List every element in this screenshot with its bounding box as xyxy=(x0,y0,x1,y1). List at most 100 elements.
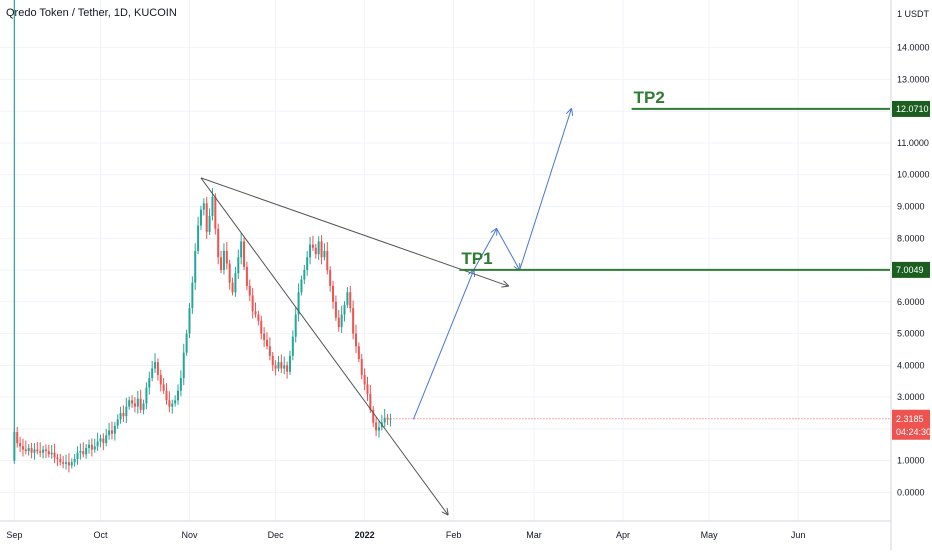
candle xyxy=(357,346,360,359)
candle xyxy=(334,301,337,318)
candle xyxy=(343,304,346,315)
candle xyxy=(93,446,96,450)
candle xyxy=(56,457,59,460)
grid xyxy=(0,0,890,521)
tp-label: TP2 xyxy=(634,88,665,107)
candle xyxy=(231,282,234,293)
candle xyxy=(59,459,62,463)
countdown-text: 04:24:30 xyxy=(896,427,931,437)
candle xyxy=(76,452,79,460)
candle xyxy=(70,462,73,466)
candle xyxy=(366,384,369,394)
candle xyxy=(288,355,291,372)
candle xyxy=(354,333,358,347)
candle xyxy=(176,390,180,401)
projection-segment xyxy=(519,109,572,271)
candle xyxy=(349,292,352,309)
current-price-text: 2.3185 xyxy=(896,414,924,424)
candle xyxy=(369,393,372,410)
candle xyxy=(108,430,111,436)
candle xyxy=(199,209,202,226)
tp-price-badge-text: 12.0710 xyxy=(896,104,929,114)
candle xyxy=(99,438,102,442)
candle xyxy=(248,285,251,296)
candle xyxy=(245,266,248,286)
y-tick-label: 3.0000 xyxy=(897,392,925,402)
y-tick-label: 10.0000 xyxy=(897,170,930,180)
candle xyxy=(360,358,363,375)
trendline xyxy=(200,177,448,515)
candle xyxy=(237,257,240,274)
candle xyxy=(197,225,200,251)
candle xyxy=(87,444,91,448)
candle xyxy=(96,441,99,447)
x-tick-label: Oct xyxy=(93,530,108,540)
candle xyxy=(277,362,280,369)
candle xyxy=(50,452,53,455)
candle xyxy=(65,462,68,464)
trendline xyxy=(200,177,508,286)
candle xyxy=(323,250,326,258)
x-tick-label: Sep xyxy=(6,530,22,540)
candle xyxy=(36,449,39,452)
candle xyxy=(85,447,88,455)
candle xyxy=(240,241,243,258)
candle xyxy=(375,422,378,431)
candle xyxy=(377,427,380,431)
candle xyxy=(44,449,47,452)
candle xyxy=(165,390,168,401)
candle xyxy=(251,295,254,312)
candle xyxy=(110,430,113,434)
candle xyxy=(113,425,116,434)
candle xyxy=(274,365,277,369)
candle xyxy=(154,362,157,369)
candle xyxy=(320,241,323,258)
candle xyxy=(73,459,76,463)
candle xyxy=(21,446,24,450)
candle xyxy=(263,333,266,340)
candle xyxy=(148,378,151,388)
candle xyxy=(79,451,82,453)
candle xyxy=(283,365,286,369)
candle xyxy=(191,282,194,309)
candle xyxy=(39,451,42,453)
candle xyxy=(383,417,386,423)
y-tick-label: 8.0000 xyxy=(897,233,925,243)
projection-segment xyxy=(473,229,497,271)
candle xyxy=(53,452,56,458)
candle xyxy=(208,216,211,232)
candle xyxy=(82,451,85,455)
candle xyxy=(286,365,289,372)
candle xyxy=(156,362,159,375)
candle xyxy=(42,449,45,453)
candle xyxy=(225,250,228,264)
projection-segment xyxy=(496,228,520,270)
x-tick-label: Dec xyxy=(268,530,285,540)
candle xyxy=(151,368,154,379)
candle xyxy=(128,400,131,407)
x-tick-label: Apr xyxy=(616,530,630,540)
candle xyxy=(159,374,162,385)
candle xyxy=(386,417,389,420)
candle xyxy=(363,374,366,385)
candle xyxy=(271,355,274,366)
candle xyxy=(47,451,50,455)
candle xyxy=(122,412,125,417)
candle xyxy=(211,196,214,217)
candle xyxy=(265,339,269,347)
candle xyxy=(162,384,165,391)
candles xyxy=(13,0,392,473)
tp-price-badge xyxy=(892,100,930,117)
candle xyxy=(102,438,105,444)
candle xyxy=(202,203,205,210)
candle xyxy=(119,412,122,420)
candle xyxy=(291,336,294,356)
y-tick-label: 4.0000 xyxy=(897,360,925,370)
currency-label: 1 USDT xyxy=(897,9,930,19)
candle xyxy=(332,285,335,302)
candle xyxy=(179,378,182,391)
candle xyxy=(372,409,375,423)
